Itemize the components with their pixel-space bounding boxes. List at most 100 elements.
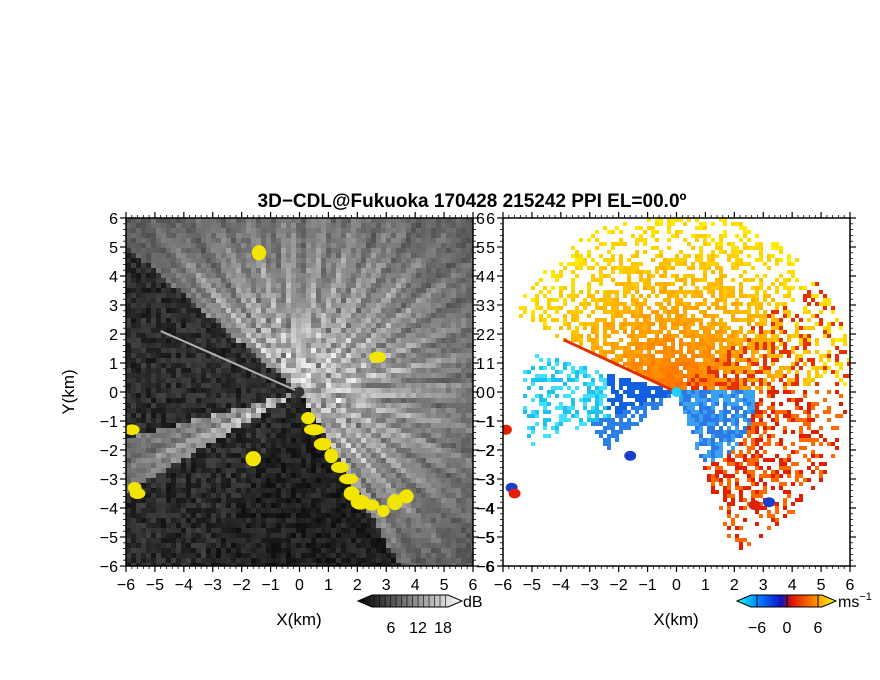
reflectivity-cell (401, 388, 406, 393)
reflectivity-cell (336, 538, 341, 543)
reflectivity-cell (161, 463, 166, 468)
reflectivity-cell (201, 243, 206, 248)
reflectivity-cell (306, 318, 311, 323)
reflectivity-cell (326, 308, 331, 313)
reflectivity-cell (366, 558, 371, 563)
reflectivity-cell (141, 323, 146, 328)
reflectivity-cell (421, 458, 426, 463)
reflectivity-cell (311, 248, 316, 253)
reflectivity-cell (211, 483, 216, 488)
reflectivity-cell (451, 488, 456, 493)
reflectivity-cell (296, 523, 301, 528)
reflectivity-cell (341, 383, 346, 388)
reflectivity-cell (126, 353, 131, 358)
reflectivity-cell (376, 313, 381, 318)
reflectivity-cell (206, 278, 211, 283)
reflectivity-cell (156, 283, 161, 288)
reflectivity-cell (206, 378, 211, 383)
reflectivity-cell (291, 373, 296, 378)
reflectivity-cell (441, 478, 446, 483)
reflectivity-cell (301, 353, 306, 358)
reflectivity-cell (341, 553, 346, 558)
reflectivity-cell (136, 363, 141, 368)
reflectivity-cell (231, 318, 236, 323)
reflectivity-cell (386, 323, 391, 328)
reflectivity-cell (301, 453, 306, 458)
reflectivity-cell (151, 468, 156, 473)
reflectivity-cell (201, 338, 206, 343)
reflectivity-cell (166, 538, 171, 543)
reflectivity-cell (241, 548, 246, 553)
reflectivity-cell (376, 553, 381, 558)
reflectivity-cell (416, 388, 421, 393)
reflectivity-cell (281, 243, 286, 248)
reflectivity-cell (141, 398, 146, 403)
reflectivity-cell (216, 253, 221, 258)
reflectivity-cell (171, 528, 176, 533)
reflectivity-cell (191, 328, 196, 333)
reflectivity-cell (361, 353, 366, 358)
reflectivity-cell (466, 518, 471, 523)
reflectivity-cell (331, 378, 336, 383)
reflectivity-cell (451, 353, 456, 358)
reflectivity-cell (141, 258, 146, 263)
reflectivity-cell (271, 328, 276, 333)
reflectivity-cell (376, 473, 381, 478)
reflectivity-cell (436, 323, 441, 328)
reflectivity-cell (261, 283, 266, 288)
reflectivity-cell (161, 383, 166, 388)
reflectivity-cell (381, 548, 386, 553)
reflectivity-cell (396, 523, 401, 528)
reflectivity-cell (226, 468, 231, 473)
reflectivity-cell (191, 543, 196, 548)
reflectivity-cell (181, 383, 186, 388)
reflectivity-cell (266, 448, 271, 453)
reflectivity-cell (271, 268, 276, 273)
reflectivity-cell (396, 448, 401, 453)
reflectivity-cell (346, 378, 351, 383)
reflectivity-cell (411, 303, 416, 308)
reflectivity-cell (411, 313, 416, 318)
reflectivity-cell (351, 383, 356, 388)
reflectivity-cell (331, 493, 336, 498)
reflectivity-cell (461, 518, 466, 523)
reflectivity-cell (166, 368, 171, 373)
reflectivity-cell (306, 453, 311, 458)
reflectivity-cell (221, 448, 226, 453)
reflectivity-cell (186, 548, 191, 553)
reflectivity-cell (261, 293, 266, 298)
reflectivity-cell (441, 483, 446, 488)
reflectivity-cell (331, 438, 336, 443)
reflectivity-cell (261, 388, 266, 393)
reflectivity-cell (241, 418, 246, 423)
reflectivity-cell (466, 293, 471, 298)
reflectivity-cell (316, 493, 321, 498)
reflectivity-cell (126, 228, 131, 233)
reflectivity-cell (416, 533, 421, 538)
reflectivity-cell (421, 328, 426, 333)
reflectivity-cell (446, 313, 451, 318)
reflectivity-cell (371, 403, 376, 408)
reflectivity-cell (316, 258, 321, 263)
reflectivity-cell (171, 433, 176, 438)
reflectivity-cell (201, 318, 206, 323)
reflectivity-cell (176, 523, 181, 528)
reflectivity-cell (301, 538, 306, 543)
reflectivity-cell (251, 358, 256, 363)
reflectivity-cell (126, 338, 131, 343)
reflectivity-cell (466, 418, 471, 423)
reflectivity-cell (201, 478, 206, 483)
reflectivity-cell (206, 413, 211, 418)
reflectivity-cell (146, 228, 151, 233)
reflectivity-cell (271, 538, 276, 543)
reflectivity-cell (326, 353, 331, 358)
reflectivity-cell (136, 393, 141, 398)
reflectivity-cell (341, 353, 346, 358)
reflectivity-cell (396, 298, 401, 303)
reflectivity-cell (251, 378, 256, 383)
reflectivity-cell (241, 403, 246, 408)
reflectivity-cell (176, 548, 181, 553)
reflectivity-cell (471, 388, 473, 393)
reflectivity-cell (356, 248, 361, 253)
reflectivity-cell (446, 328, 451, 333)
